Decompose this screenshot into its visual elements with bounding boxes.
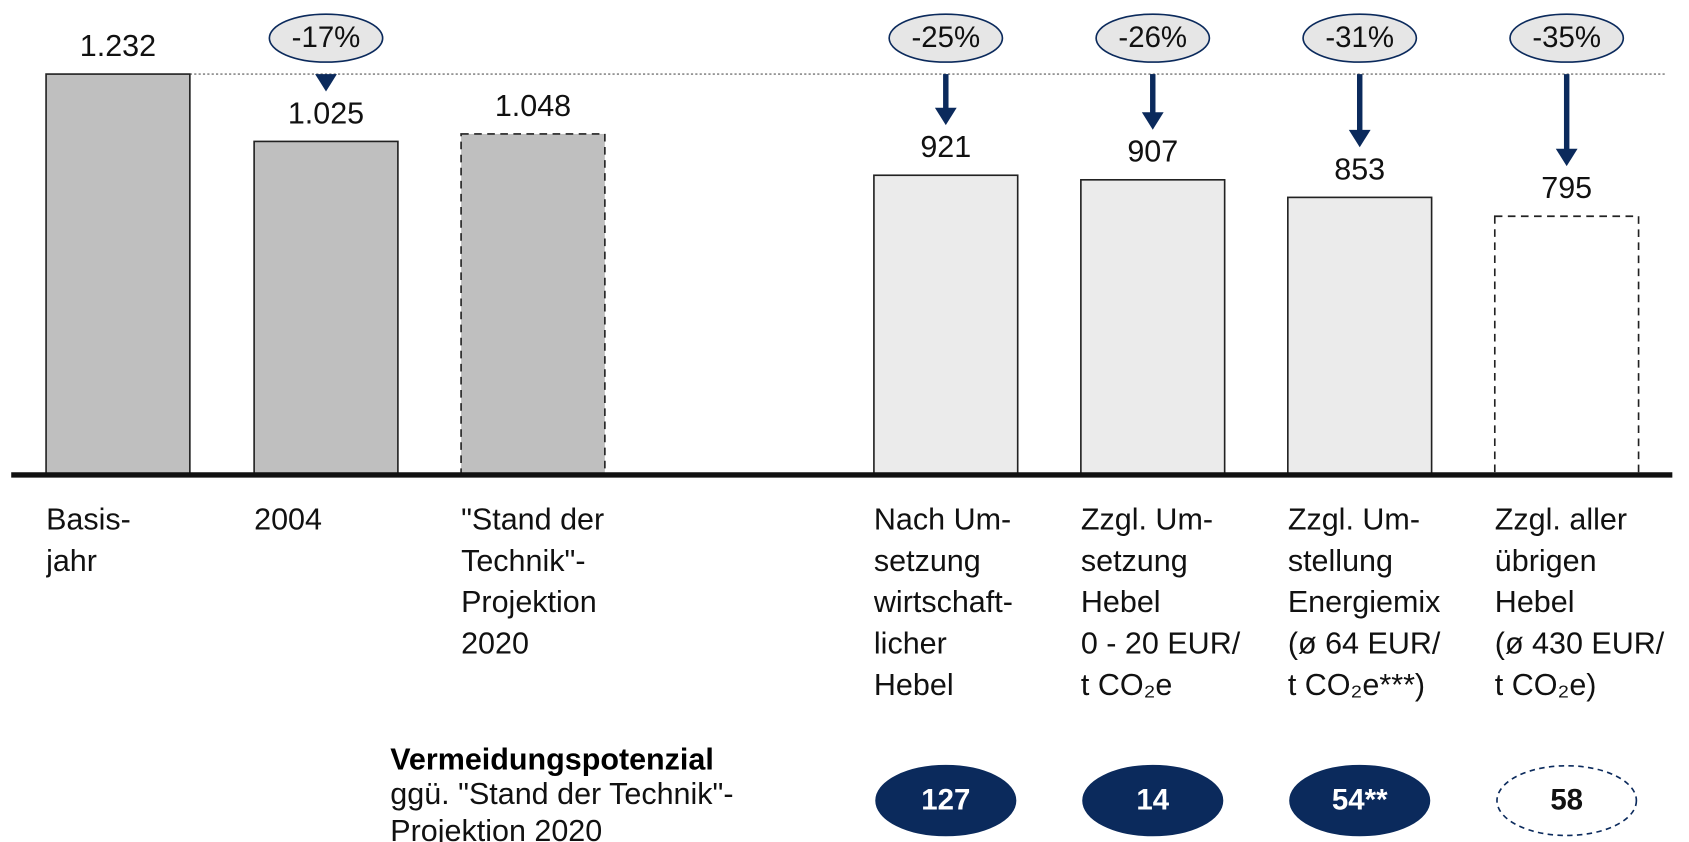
x-label-box: Zzgl. Um- setzung Hebel 0 - 20 EUR/ t CO… [1080,502,1241,702]
reduction-oval [1509,13,1625,63]
potential-oval [1496,764,1638,837]
potential-label: 14 [1136,783,1169,816]
reduction-label: -26% [1118,21,1187,54]
value-label: 921 [920,130,971,164]
potential-oval [875,764,1017,837]
potential-label: 127 [921,783,970,816]
value-label: 907 [1127,135,1178,169]
bar [1080,178,1226,476]
reduction-oval [1302,13,1418,63]
x-tick-label: Nach Um- setzung wirtschaft- licher Hebe… [873,502,1013,702]
x-tick-label: Zzgl. Um- setzung Hebel 0 - 20 EUR/ t CO… [1080,502,1241,702]
potential-label: 54** [1332,783,1388,816]
potential-subtitle-box: ggü. "Stand der Technik"- Projektion 202… [390,776,734,842]
bar [1493,215,1640,476]
reduction-label: -31% [1325,21,1394,54]
reduction-oval [1095,13,1211,63]
x-tick-label: Basis- jahr [46,502,131,578]
reduction-label: -35% [1532,21,1601,54]
x-tick-label: Zzgl. Um- stellung Energiemix (ø 64 EUR/… [1287,502,1441,702]
reduction-oval [268,13,384,63]
arrow-head [1348,129,1371,148]
bar [460,133,606,476]
reduction-label: -17% [292,21,361,54]
x-tick-label: Zzgl. aller übrigen Hebel (ø 430 EUR/ t … [1494,502,1665,702]
value-label: 1.048 [495,89,571,123]
potential-subtitle: ggü. "Stand der Technik"- Projektion 202… [390,776,734,842]
x-tick-label: 2004 [254,502,322,536]
bar [45,73,191,476]
potential-title: Vermeidungspotenzial [390,742,714,776]
arrow-head [1141,112,1164,130]
bar [253,140,399,476]
arrow-head [315,74,337,92]
potential-oval [1289,764,1431,837]
arrow-head [1555,148,1578,167]
value-label: 795 [1541,171,1592,205]
x-label-box: Zzgl. Um- stellung Energiemix (ø 64 EUR/… [1287,502,1441,702]
bar [873,174,1019,476]
reduction-oval [888,13,1004,63]
value-label: 853 [1334,152,1385,186]
potential-oval [1082,764,1224,837]
x-label-box: Nach Um- setzung wirtschaft- licher Hebe… [873,502,1013,702]
reduction-label: -25% [911,21,980,54]
x-tick-label: "Stand der Technik"- Projektion 2020 [461,502,605,661]
arrow-head [934,107,957,126]
potential-label: 58 [1550,783,1583,816]
x-label-box: "Stand der Technik"- Projektion 2020 [461,502,605,661]
x-label-box: 2004 [254,502,322,536]
value-label: 1.232 [80,29,156,63]
x-label-box: Zzgl. aller übrigen Hebel (ø 430 EUR/ t … [1494,502,1665,702]
x-label-box: Basis- jahr [46,502,131,578]
bar [1287,196,1433,476]
value-label: 1.025 [288,96,364,130]
